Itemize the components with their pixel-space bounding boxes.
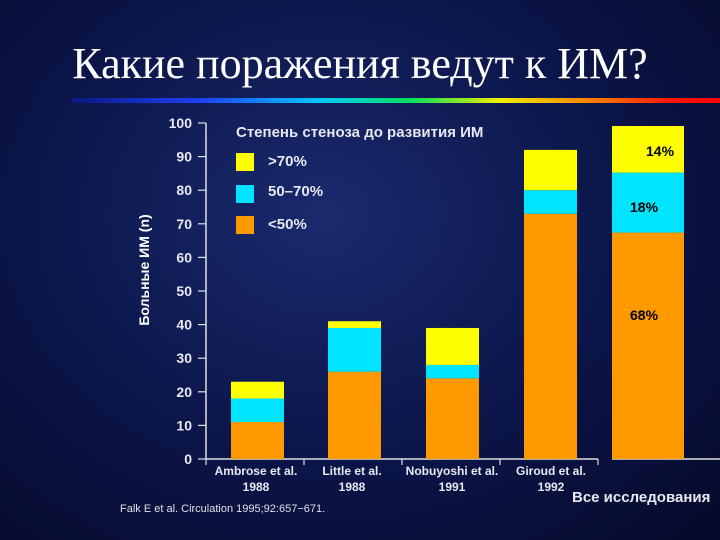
y-tick-label: 70 xyxy=(176,216,192,232)
bar-segment-over-70 xyxy=(426,327,479,365)
y-tick-label: 0 xyxy=(184,451,192,467)
legend-swatch-50-70 xyxy=(236,185,254,203)
bar-segment-over-70 xyxy=(328,321,381,328)
category-label-line2: 1992 xyxy=(537,480,565,494)
legend-swatch-under-50 xyxy=(236,216,254,234)
bar-segment-under-50 xyxy=(426,378,479,459)
source-citation: Falk E et al. Circulation 1995;92:657−67… xyxy=(120,503,326,515)
y-tick-label: 90 xyxy=(176,149,192,165)
y-tick-label: 10 xyxy=(176,417,192,433)
slide-title: Какие поражения ведут к ИМ? xyxy=(72,39,648,88)
y-tick-label: 50 xyxy=(176,283,192,299)
summary-bar-segment-50-70 xyxy=(612,172,684,233)
category-label-line1: Little et al. xyxy=(322,464,382,478)
bar-segment-50-70 xyxy=(524,190,577,214)
bar-segment-under-50 xyxy=(524,213,577,459)
bar-segment-under-50 xyxy=(231,422,284,459)
category-label-line2: 1991 xyxy=(438,480,466,494)
summary-percent-50-70: 18% xyxy=(630,199,659,215)
y-tick-label: 40 xyxy=(176,317,192,333)
summary-bar-label: Все исследования xyxy=(572,489,711,506)
y-tick-label: 100 xyxy=(169,115,193,131)
summary-percent-over-70: 14% xyxy=(646,143,675,159)
bar-segment-50-70 xyxy=(426,364,479,379)
legend-swatch-over-70 xyxy=(236,153,254,171)
y-axis-label: Больные ИМ (n) xyxy=(136,214,152,326)
category-label-nobuyoshi: Nobuyoshi et al. 1991 xyxy=(397,463,507,495)
title-underline xyxy=(72,98,720,103)
legend-label-under-50: <50% xyxy=(268,216,307,233)
category-label-little: Little et al. 1988 xyxy=(297,463,407,495)
category-label-line1: Nobuyoshi et al. xyxy=(405,464,499,478)
category-label-line2: 1988 xyxy=(242,480,270,494)
bar-segment-over-70 xyxy=(524,149,577,191)
summary-percent-under-50: 68% xyxy=(630,307,659,323)
summary-bar-segment-over-70 xyxy=(612,126,684,173)
legend-label-over-70: >70% xyxy=(268,153,307,170)
category-label-ambrose: Ambrose et al. 1988 xyxy=(201,463,311,495)
legend-label-50-70: 50–70% xyxy=(268,183,324,200)
legend-title: Степень стеноза до развития ИМ xyxy=(236,124,484,141)
category-label-line1: Ambrose et al. xyxy=(214,464,298,478)
y-tick-label: 30 xyxy=(176,350,192,366)
bar-segment-50-70 xyxy=(231,398,284,423)
y-tick-label: 80 xyxy=(176,182,192,198)
bar-segment-over-70 xyxy=(231,381,284,399)
bar-segment-50-70 xyxy=(328,327,381,372)
category-label-line2: 1988 xyxy=(338,480,366,494)
y-tick-label: 60 xyxy=(176,249,192,265)
summary-bar-segment-under-50 xyxy=(612,232,684,459)
category-label-line1: Giroud et al. xyxy=(515,464,586,478)
bar-segment-under-50 xyxy=(328,371,381,459)
y-tick-label: 20 xyxy=(176,384,192,400)
category-label-giroud: Giroud et al. 1992 xyxy=(496,463,606,495)
